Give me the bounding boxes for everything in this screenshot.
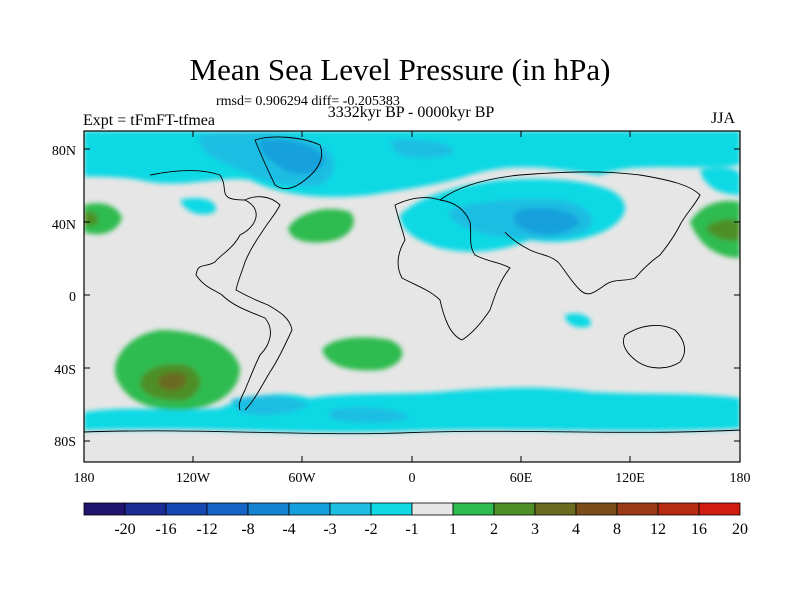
colorbar-label: 4 (572, 521, 580, 538)
lon-label-180e: 180 (730, 471, 751, 486)
antarctica-neutral (84, 430, 740, 462)
nepacific-negative (700, 167, 740, 195)
americas-coast-west (149, 170, 271, 411)
period-label: 3332kyr BP - 0000kyr BP (327, 104, 495, 121)
colorbar-swatch (657, 502, 700, 516)
asia-negative-core (513, 208, 580, 235)
lat-label-0: 0 (69, 290, 76, 305)
colorbar-label: -16 (155, 521, 176, 538)
lon-label-60w: 60W (288, 471, 316, 486)
lat-label-40s: 40S (54, 363, 76, 378)
lon-label-0: 0 (409, 471, 416, 486)
colorbar-swatch (206, 502, 249, 516)
greenland-coast (254, 136, 323, 190)
asia-coast (439, 171, 701, 295)
map-area (84, 131, 740, 462)
colorbar-label: 12 (650, 521, 666, 538)
colorbar-swatch (83, 502, 126, 516)
axis-ticks (83, 131, 741, 462)
antarctica-coast (84, 429, 740, 435)
colorbar-swatch (370, 502, 413, 516)
colorbar-swatch (165, 502, 208, 516)
colorbar-swatch (452, 502, 495, 516)
colorbar-swatch (411, 502, 454, 516)
colorbar-label: 16 (691, 521, 707, 538)
colorbar-label: 20 (732, 521, 748, 538)
americas-coast-east (235, 196, 293, 411)
map-title: Mean Sea Level Pressure (in hPa) (189, 52, 611, 87)
lon-label-120e: 120E (615, 471, 645, 486)
arctic-east-negative (390, 139, 455, 158)
coastlines (84, 136, 740, 435)
colorbar-label: 8 (613, 521, 621, 538)
lat-label-40n: 40N (52, 218, 76, 233)
colorbar-swatch (124, 502, 167, 516)
na-small-negative (180, 198, 216, 215)
stats-text: rmsd= 0.906294 diff= -0.205383 (216, 94, 400, 109)
colorbar-label: -8 (241, 521, 254, 538)
south-pacific-positive-core (158, 372, 187, 391)
south-atlantic-positive (322, 337, 403, 371)
lat-label-80s: 80S (54, 435, 76, 450)
australia-coast (623, 324, 686, 369)
greenland-core (259, 139, 325, 175)
pacific-west-positive (84, 203, 122, 235)
lon-label-60e: 60E (510, 471, 533, 486)
south-atlantic-negative (330, 407, 410, 423)
season-label: JJA (711, 110, 736, 127)
colorbar-swatch (575, 502, 618, 516)
axis-labels: 80N 40N 0 40S 80S 180 120W 60W 0 60E 120… (52, 144, 751, 486)
colorbar-label: 1 (449, 521, 457, 538)
colorbar-swatch (534, 502, 577, 516)
colorbar: -20 -16 -12 -8 -4 -3 -2 -1 1 2 3 4 8 12 16 20 (83, 502, 748, 538)
colorbar-swatch (616, 502, 659, 516)
drake-negative (230, 395, 310, 416)
colorbar-swatch (329, 502, 372, 516)
africa-europe-coast (394, 197, 511, 341)
colorbar-label: 2 (490, 521, 498, 538)
colorbar-swatch (247, 502, 290, 516)
colorbar-label: -3 (323, 521, 336, 538)
colorbar-label: -4 (282, 521, 295, 538)
experiment-label: Expt = tFmFT-tfmea (83, 112, 215, 129)
lon-label-120w: 120W (176, 471, 211, 486)
anomaly-fields (84, 131, 740, 462)
colorbar-label: -20 (114, 521, 135, 538)
colorbar-swatch (698, 502, 741, 516)
pacific-east-positive-core (706, 219, 740, 241)
colorbar-swatch (288, 502, 331, 516)
lon-label-180w: 180 (74, 471, 95, 486)
colorbar-swatch (493, 502, 536, 516)
lat-label-80n: 80N (52, 144, 76, 159)
colorbar-label: -2 (364, 521, 377, 538)
colorbar-label: -12 (196, 521, 217, 538)
colorbar-label: 3 (531, 521, 539, 538)
azores-positive (288, 208, 354, 243)
colorbar-label: -1 (405, 521, 418, 538)
indian-ocean-negative (565, 313, 591, 328)
